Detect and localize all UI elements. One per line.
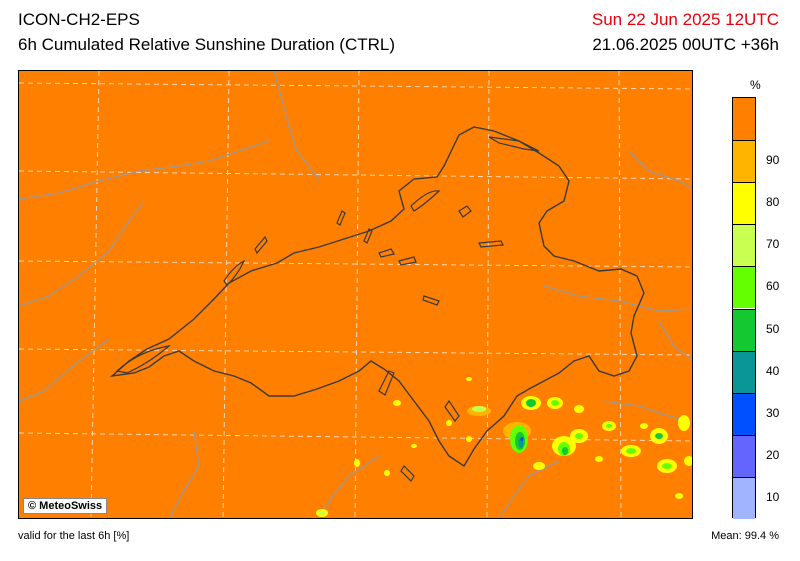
low-sunshine-patches xyxy=(316,377,692,517)
color-legend xyxy=(732,97,756,519)
legend-unit: % xyxy=(750,78,761,92)
legend-label: 60 xyxy=(766,279,780,294)
legend-label: 30 xyxy=(766,405,780,420)
legend-swatch xyxy=(733,140,755,183)
legend-label: 80 xyxy=(766,195,780,210)
map-canvas xyxy=(19,71,692,518)
legend-swatch xyxy=(733,182,755,225)
mean-value: Mean: 99.4 % xyxy=(711,530,779,542)
valid-time: Sun 22 Jun 2025 12UTC xyxy=(591,10,779,29)
country-borders xyxy=(19,71,692,518)
model-title: ICON-CH2-EPS xyxy=(18,10,140,29)
legend-label: 10 xyxy=(766,489,780,504)
copyright-label: © MeteoSwiss xyxy=(23,498,108,514)
legend-swatch xyxy=(733,392,755,435)
legend-swatch xyxy=(733,476,755,519)
run-time: 21.06.2025 00UTC +36h xyxy=(592,35,779,54)
validity-note: valid for the last 6h [%] xyxy=(18,530,130,542)
legend-label: 90 xyxy=(766,153,780,168)
legend-label: 20 xyxy=(766,447,780,462)
legend-swatch xyxy=(733,266,755,309)
legend-swatch xyxy=(733,98,755,141)
legend-swatch xyxy=(733,434,755,477)
sunshine-map: © MeteoSwiss xyxy=(18,70,693,519)
legend-label: 50 xyxy=(766,321,780,336)
legend-swatch xyxy=(733,350,755,393)
lakes xyxy=(115,136,540,482)
switzerland-border xyxy=(109,126,645,467)
legend-swatch xyxy=(733,224,755,267)
legend-label: 40 xyxy=(766,363,780,378)
legend-label: 70 xyxy=(766,237,780,252)
legend-swatch xyxy=(733,308,755,351)
product-title: 6h Cumulated Relative Sunshine Duration … xyxy=(18,35,396,54)
